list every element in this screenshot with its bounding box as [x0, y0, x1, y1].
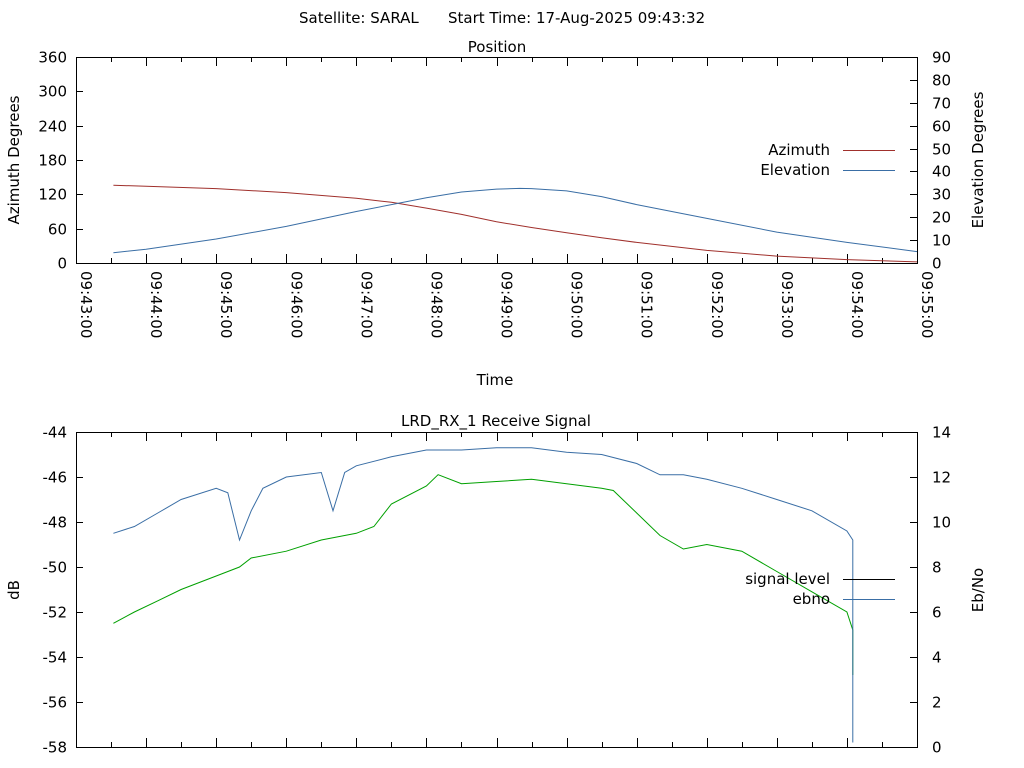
position-chart-title: Position — [468, 38, 526, 56]
signal-ylabel: dB — [5, 580, 23, 600]
y2-tick-label: 80 — [932, 72, 951, 90]
y2-tick-label: 90 — [932, 49, 951, 67]
x-tick-label: 09:50:00 — [568, 271, 586, 338]
y-tick-label: -48 — [43, 514, 68, 532]
position-y2label: Elevation Degrees — [969, 91, 987, 228]
legend-label: signal level — [745, 570, 830, 588]
x-tick-label: 09:48:00 — [427, 271, 445, 338]
series-line-ebno — [113, 447, 854, 743]
x-tick-label: 09:53:00 — [778, 271, 796, 338]
x-tick-label: 09:45:00 — [217, 271, 235, 338]
y2-tick-label: 6 — [932, 604, 942, 622]
y2-tick-label: 60 — [932, 118, 951, 136]
signal-plot-frame — [76, 432, 918, 748]
y-tick-label: -54 — [43, 649, 68, 667]
y-tick-label: -50 — [43, 559, 68, 577]
y2-tick-label: 40 — [932, 163, 951, 181]
x-tick-label: 09:46:00 — [287, 271, 305, 338]
signal-y2label: Eb/No — [969, 568, 987, 612]
signal-legend: signal level ebno — [745, 570, 895, 608]
x-tick-label: 09:43:00 — [77, 271, 95, 338]
y-tick-label: 180 — [38, 152, 67, 170]
header-satellite: Satellite: SARAL — [299, 9, 419, 27]
position-series — [113, 184, 918, 263]
position-xlabel: Time — [476, 371, 514, 389]
series-line-elevation — [113, 187, 918, 254]
signal-chart: LRD_RX_1 Receive Signal -58-56-54-52-50-… — [5, 412, 987, 757]
series-line-azimuth — [113, 184, 918, 263]
y-tick-label: 360 — [38, 49, 67, 67]
position-legend: Azimuth Elevation — [760, 141, 895, 179]
y-tick-label: 60 — [48, 221, 67, 239]
legend-label: Elevation — [760, 161, 830, 179]
y2-tick-label: 8 — [932, 559, 942, 577]
y2-tick-label: 12 — [932, 469, 951, 487]
y2-tick-label: 0 — [932, 739, 942, 757]
x-tick-label: 09:44:00 — [147, 271, 165, 338]
y2-tick-label: 10 — [932, 514, 951, 532]
legend-label: Azimuth — [768, 141, 830, 159]
x-tick-label: 09:54:00 — [848, 271, 866, 338]
y2-tick-label: 50 — [932, 141, 951, 159]
signal-chart-title: LRD_RX_1 Receive Signal — [401, 412, 591, 431]
y2-tick-label: 14 — [932, 424, 951, 442]
y-tick-label: 240 — [38, 118, 67, 136]
y-tick-label: -44 — [43, 424, 68, 442]
y-tick-label: -46 — [43, 469, 68, 487]
legend-label: ebno — [793, 590, 830, 608]
y-tick-label: 120 — [38, 186, 67, 204]
y-tick-label: -52 — [43, 604, 68, 622]
y-tick-label: -56 — [43, 694, 68, 712]
y-tick-label: 0 — [57, 255, 67, 273]
y-tick-label: 300 — [38, 83, 67, 101]
y2-tick-label: 30 — [932, 186, 951, 204]
y2-tick-label: 2 — [932, 694, 942, 712]
header-start-time: Start Time: 17-Aug-2025 09:43:32 — [448, 9, 705, 27]
x-tick-label: 09:52:00 — [708, 271, 726, 338]
signal-ticks: -58 -56 -54 -52 -50 -48 -46 -44 0 2 4 6 8 10 12 14 — [43, 424, 952, 757]
position-ylabel: Azimuth Degrees — [5, 95, 23, 224]
y2-tick-label: 0 — [932, 255, 942, 273]
y2-tick-label: 70 — [932, 95, 951, 113]
position-ticks: 0 60 120 180 240 300 360 0 10 20 30 40 50 60 70 80 90 09:… — [38, 49, 951, 339]
y2-tick-label: 20 — [932, 209, 951, 227]
y2-tick-label: 4 — [932, 649, 942, 667]
x-tick-label: 09:47:00 — [357, 271, 375, 338]
signal-series — [113, 447, 854, 743]
x-tick-label: 09:51:00 — [638, 271, 656, 338]
y-tick-label: -58 — [43, 739, 68, 757]
y2-tick-label: 10 — [932, 232, 951, 250]
x-tick-label: 09:55:00 — [918, 271, 936, 338]
x-tick-label: 09:49:00 — [498, 271, 516, 338]
position-chart: Position 0 60 120 180 240 300 360 0 10 20 30 40 50 60… — [5, 38, 987, 389]
series-line-signal-level — [113, 474, 854, 675]
